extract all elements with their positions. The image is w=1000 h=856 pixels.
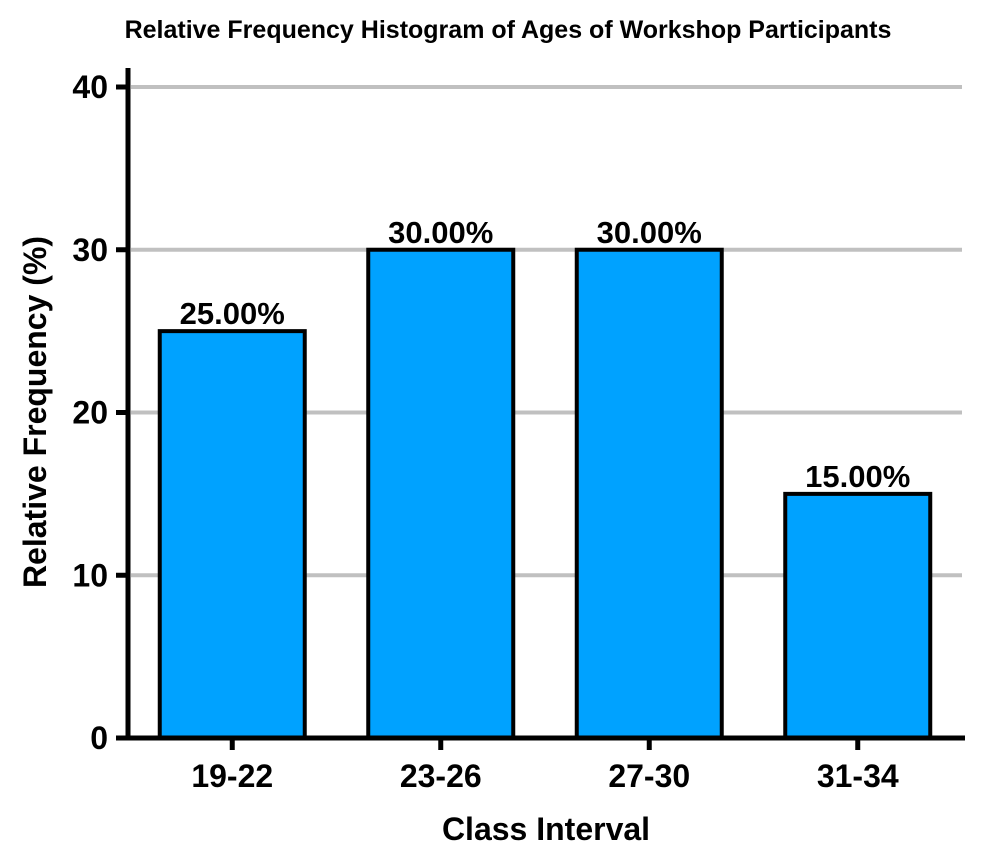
chart-title: Relative Frequency Histogram of Ages of … xyxy=(125,16,892,44)
x-axis-ticks: 19-22 23-26 27-30 31-34 xyxy=(191,738,899,794)
x-tick-label: 19-22 xyxy=(191,758,273,794)
bar-23-26 xyxy=(366,247,516,740)
data-label: 30.00% xyxy=(597,215,702,250)
data-labels: 25.00% 30.00% 30.00% 15.00% xyxy=(180,215,911,494)
data-label: 25.00% xyxy=(180,296,285,331)
y-tick-label: 10 xyxy=(72,557,108,593)
x-tick-label: 23-26 xyxy=(400,758,482,794)
bar-19-22 xyxy=(157,329,307,740)
y-tick-label: 40 xyxy=(72,69,108,105)
bar-27-30 xyxy=(574,247,724,740)
x-tick-label: 27-30 xyxy=(608,758,690,794)
y-tick-label: 20 xyxy=(72,395,108,431)
data-label: 15.00% xyxy=(805,459,910,494)
bar-31-34 xyxy=(783,491,933,740)
y-tick-label: 30 xyxy=(72,232,108,268)
x-tick-label: 31-34 xyxy=(817,758,899,794)
y-axis-ticks: 0 10 20 30 40 xyxy=(72,69,128,756)
x-axis-title: Class Interval xyxy=(442,811,650,847)
y-axis-title: Relative Frequency (%) xyxy=(17,236,53,588)
y-tick-label: 0 xyxy=(90,720,108,756)
data-label: 30.00% xyxy=(388,215,493,250)
